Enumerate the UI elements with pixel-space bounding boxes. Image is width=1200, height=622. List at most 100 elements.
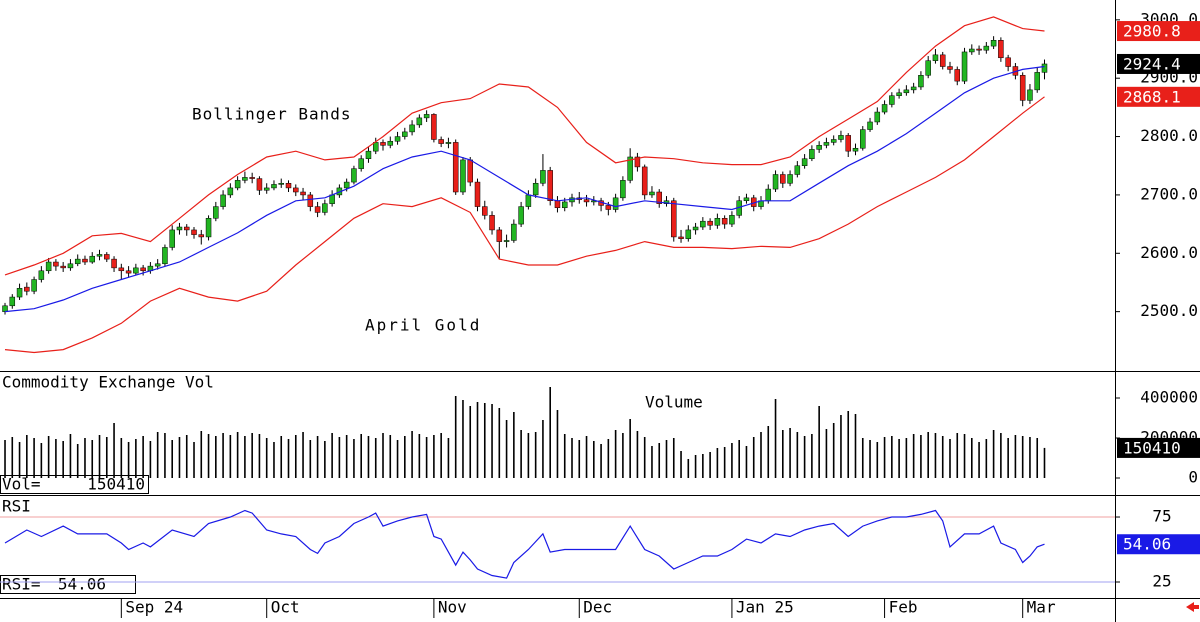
volume-bar	[1043, 447, 1046, 478]
candle-body	[314, 206, 321, 213]
band-line	[4, 96, 1045, 354]
candle-body	[990, 40, 997, 47]
candle-body	[1019, 75, 1026, 101]
volume-bar	[222, 433, 224, 478]
candle-body	[104, 254, 110, 260]
volume-bar	[331, 433, 333, 478]
y-tick-label: 2500.0	[1140, 301, 1198, 320]
candle-body	[111, 258, 117, 269]
volume-bar	[447, 438, 450, 478]
volume-bar	[578, 440, 581, 478]
panel-title: RSI	[2, 497, 31, 516]
candle-body	[910, 86, 917, 91]
candle-body	[9, 296, 16, 307]
candle-body	[743, 197, 750, 202]
candle-body	[641, 166, 648, 196]
candle-body	[729, 215, 735, 225]
value-prefix: RSI=	[2, 575, 41, 594]
volume-bar	[665, 440, 668, 478]
volume-bar	[454, 396, 457, 478]
volume-bar	[483, 403, 486, 478]
candle-body	[118, 267, 125, 272]
volume-bar	[178, 437, 181, 478]
candle-body	[300, 191, 306, 196]
volume-bar	[215, 436, 217, 478]
candle-body	[452, 142, 459, 193]
volume-bar	[767, 426, 770, 478]
volume-bar	[229, 435, 232, 478]
candle-body	[387, 140, 394, 146]
candle-body	[1005, 57, 1011, 67]
candle-body	[801, 158, 808, 166]
candle-body	[816, 145, 822, 150]
candle-body	[830, 139, 837, 143]
volume-bar	[476, 402, 479, 478]
candle-body	[423, 114, 430, 119]
volume-bar	[185, 435, 188, 478]
candle-body	[918, 75, 924, 88]
volume-bar	[62, 441, 64, 478]
candle-body	[31, 279, 37, 292]
volume-bar	[978, 442, 980, 478]
volume-bar	[854, 414, 857, 478]
volume-bar	[345, 435, 348, 478]
y-tick-label: 75	[1152, 507, 1171, 526]
volume-bar	[324, 441, 326, 478]
volume-bar	[672, 438, 675, 478]
value-prefix: Vol=	[2, 475, 41, 494]
candle-body	[169, 229, 175, 248]
value-label: 54.06	[58, 575, 106, 594]
volume-bar	[389, 435, 392, 478]
volume-bar	[113, 423, 115, 478]
candle-body	[1027, 89, 1033, 101]
candle-body	[24, 286, 30, 292]
candle-body	[96, 254, 103, 257]
chart-title: April Gold	[365, 316, 481, 335]
candle-body	[714, 218, 721, 226]
candle-body	[278, 182, 284, 185]
candle-body	[60, 265, 66, 269]
volume-bar	[774, 399, 777, 478]
volume-bar	[127, 442, 130, 478]
candle-body	[540, 170, 546, 184]
candle-body	[343, 181, 350, 189]
volume-bar	[825, 429, 828, 478]
candle-body	[460, 159, 466, 193]
y-tick-label: 25	[1152, 572, 1171, 591]
volume-bar	[135, 439, 137, 478]
candle-body	[939, 54, 946, 67]
candle-body	[707, 220, 713, 226]
volume-bar	[680, 451, 682, 478]
volume-bar	[505, 420, 508, 478]
volume-bar	[418, 434, 421, 478]
candle-body	[772, 174, 779, 190]
volume-bar	[1000, 433, 1002, 478]
scroll-arrow[interactable]	[1186, 602, 1199, 612]
value-box-label: 2924.4	[1123, 54, 1181, 73]
volume-bar	[963, 434, 966, 478]
volume-bar	[4, 440, 6, 478]
volume-bar	[970, 438, 973, 478]
volume-bar	[861, 438, 864, 478]
candle-body	[554, 200, 561, 209]
candle-body	[45, 261, 52, 272]
volume-bar	[18, 442, 21, 478]
candle-body	[474, 181, 481, 207]
candle-body	[852, 147, 859, 152]
candle-body	[249, 177, 255, 179]
value-box-label: 54.06	[1123, 535, 1171, 554]
volume-bar	[84, 438, 86, 478]
volume-bar	[200, 431, 203, 478]
volume-bar	[571, 438, 573, 478]
y-tick-label: 2700.0	[1140, 184, 1198, 203]
volume-bar	[404, 436, 406, 478]
volume-bar	[709, 452, 711, 478]
candle-body	[16, 288, 23, 298]
candle-body	[1034, 72, 1040, 91]
volume-bar	[876, 442, 879, 478]
candle-body	[932, 54, 939, 61]
volume-bar	[287, 439, 290, 478]
volume-bar	[26, 435, 28, 478]
candle-body	[409, 124, 415, 133]
band-line	[4, 16, 1045, 276]
